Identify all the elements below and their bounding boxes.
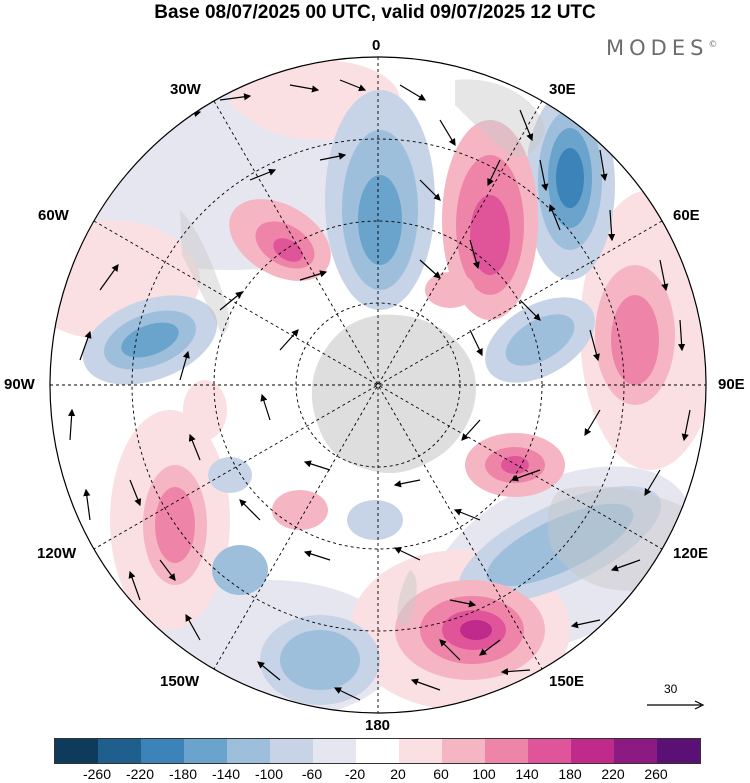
colorbar-tick-label: 220 (601, 766, 625, 782)
colorbar-swatch (571, 739, 614, 763)
colorbar-swatch (614, 739, 657, 763)
colorbar-swatch (227, 739, 270, 763)
colorbar-tick-label: 260 (644, 766, 668, 782)
lon-label-150e: 150E (549, 673, 585, 690)
lon-label-180: 180 (365, 717, 391, 734)
colorbar-swatch (270, 739, 313, 763)
new-zealand-landmass (397, 570, 417, 625)
colorbar-tick-label: 180 (558, 766, 582, 782)
colorbar-swatch (55, 739, 98, 763)
lon-label-30e: 30E (549, 81, 576, 98)
colorbar-tick-label: -60 (301, 766, 323, 782)
lon-label-60e: 60E (673, 207, 700, 224)
colorbar-swatch (356, 739, 399, 763)
colorbar-swatch (141, 739, 184, 763)
colorbar-swatch (399, 739, 442, 763)
antarctica-landmass (311, 314, 476, 474)
brand-mark: © (708, 40, 718, 50)
colorbar-swatch (98, 739, 141, 763)
colorbar-tick-label: -180 (168, 766, 198, 782)
colorbar-tick-label: 60 (433, 766, 449, 782)
colorbar-ticks: -260 -220 -180 -140 -100 -60 -20 20 60 100 140 180 2… (54, 766, 700, 783)
brand-logo: MODES© (606, 36, 717, 60)
lon-label-90w: 90W (4, 376, 35, 393)
colorbar-swatch (657, 739, 700, 763)
lon-label-120w: 120W (37, 545, 77, 562)
colorbar-tick-label: 140 (515, 766, 539, 782)
colorbar-tick-label: -220 (125, 766, 155, 782)
map-title: Base 08/07/2025 00 UTC, valid 09/07/2025… (154, 2, 596, 23)
colorbar (54, 738, 701, 764)
lon-label-0: 0 (372, 37, 381, 54)
south-america-landmass (180, 210, 230, 335)
colorbar-tick-label: 100 (472, 766, 496, 782)
reference-vector: 30 (645, 682, 705, 712)
colorbar-tick-label: -100 (254, 766, 284, 782)
lon-label-90e: 90E (718, 376, 745, 393)
reference-vector-value: 30 (664, 682, 678, 696)
brand-name: MODES (606, 36, 709, 60)
colorbar-swatch (313, 739, 356, 763)
colorbar-tick-label: -140 (211, 766, 241, 782)
colorbar-tick-label: -260 (82, 766, 112, 782)
colorbar-swatch (485, 739, 528, 763)
lon-label-150w: 150W (160, 673, 200, 690)
colorbar-tick-label: -20 (344, 766, 366, 782)
lon-label-120e: 120E (673, 545, 709, 562)
colorbar-swatch (528, 739, 571, 763)
meridian-lines (50, 57, 706, 713)
lon-label-60w: 60W (38, 207, 69, 224)
colorbar-swatch (442, 739, 485, 763)
anomaly-field (50, 57, 706, 713)
africa-landmass (455, 79, 545, 157)
map-border (49, 56, 707, 714)
colorbar-tick-label: 20 (390, 766, 406, 782)
lon-label-30w: 30W (170, 81, 201, 98)
colorbar-swatch (184, 739, 227, 763)
